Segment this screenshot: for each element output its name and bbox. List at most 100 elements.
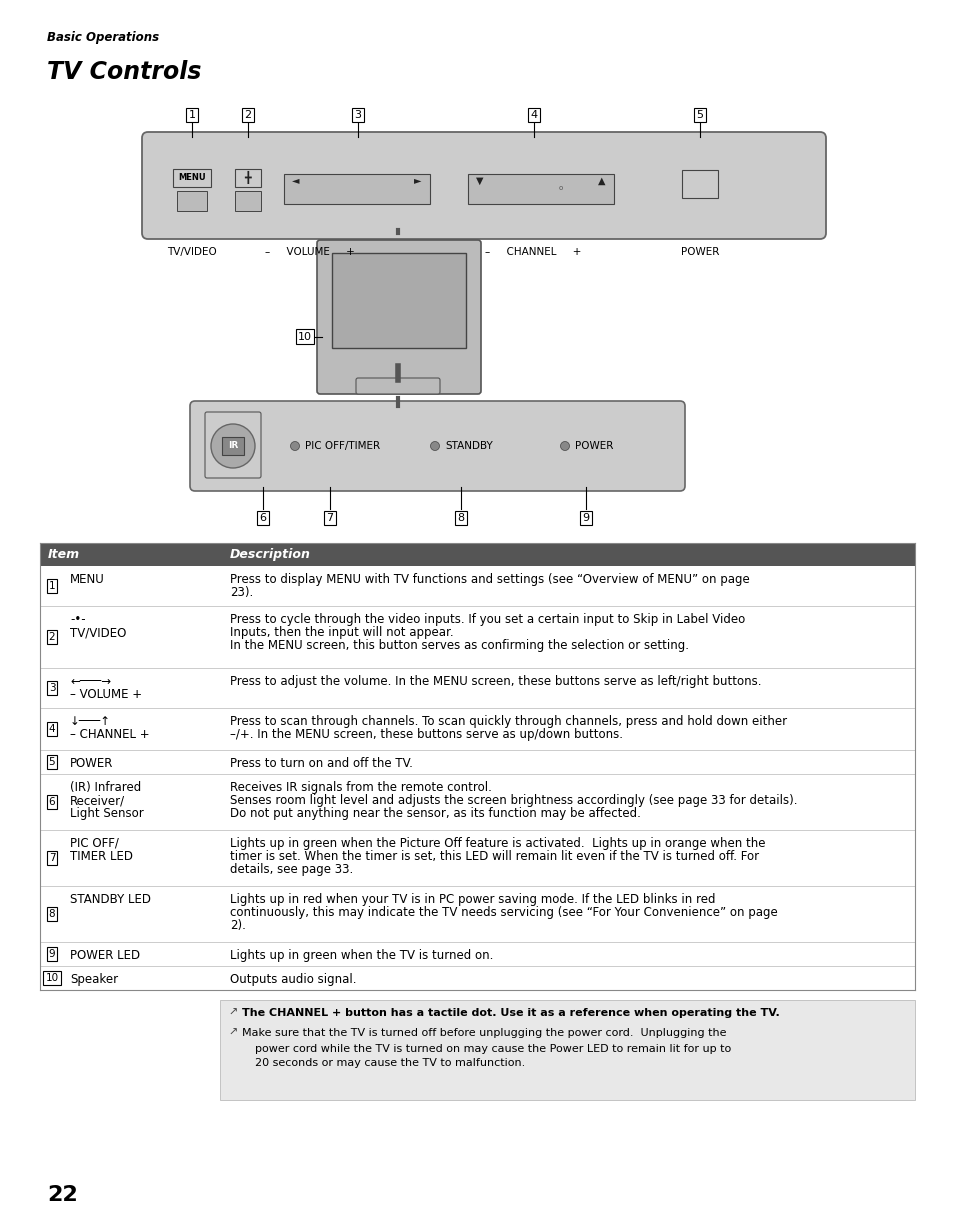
Text: 3: 3 xyxy=(355,110,361,120)
Text: 5: 5 xyxy=(696,110,702,120)
Text: Press to display MENU with TV functions and settings (see “Overview of MENU” on : Press to display MENU with TV functions … xyxy=(230,573,749,587)
Text: ►: ► xyxy=(414,175,421,185)
Text: 8: 8 xyxy=(49,909,55,919)
Text: 7: 7 xyxy=(326,513,334,523)
FancyBboxPatch shape xyxy=(681,169,718,198)
Text: 4: 4 xyxy=(49,724,55,734)
Text: POWER: POWER xyxy=(680,247,719,256)
Text: –     CHANNEL     +: – CHANNEL + xyxy=(484,247,580,256)
Text: The CHANNEL + button has a tactile dot. Use it as a reference when operating the: The CHANNEL + button has a tactile dot. … xyxy=(242,1009,779,1018)
Text: 6: 6 xyxy=(49,798,55,807)
Circle shape xyxy=(211,425,254,467)
Text: TIMER LED: TIMER LED xyxy=(70,850,132,863)
Text: ←───→: ←───→ xyxy=(70,675,111,688)
Text: Description: Description xyxy=(230,548,311,561)
Text: Speaker: Speaker xyxy=(70,973,118,987)
Text: TV Controls: TV Controls xyxy=(47,60,201,83)
Bar xyxy=(40,774,914,829)
Text: – VOLUME +: – VOLUME + xyxy=(70,688,142,701)
Bar xyxy=(40,886,914,942)
FancyBboxPatch shape xyxy=(234,168,261,187)
Text: PIC OFF/: PIC OFF/ xyxy=(70,837,119,850)
Text: 3: 3 xyxy=(49,683,55,693)
Bar xyxy=(468,173,614,204)
FancyBboxPatch shape xyxy=(190,401,684,491)
Text: (IR) Infrared: (IR) Infrared xyxy=(70,782,141,794)
Text: ◄: ◄ xyxy=(292,175,299,185)
Text: Outputs audio signal.: Outputs audio signal. xyxy=(230,973,356,987)
FancyBboxPatch shape xyxy=(205,412,261,479)
Text: POWER: POWER xyxy=(70,757,113,771)
Bar xyxy=(40,667,914,708)
Text: Press to cycle through the video inputs. If you set a certain input to Skip in L: Press to cycle through the video inputs.… xyxy=(230,614,744,626)
Text: timer is set. When the timer is set, this LED will remain lit even if the TV is : timer is set. When the timer is set, thi… xyxy=(230,850,759,863)
FancyBboxPatch shape xyxy=(172,168,211,187)
Text: 2: 2 xyxy=(244,110,252,120)
Text: 10: 10 xyxy=(297,331,312,341)
Text: 2).: 2). xyxy=(230,919,246,933)
Text: details, see page 33.: details, see page 33. xyxy=(230,863,353,876)
FancyBboxPatch shape xyxy=(142,133,825,239)
Bar xyxy=(220,1000,914,1099)
Text: Receiver/: Receiver/ xyxy=(70,794,125,807)
FancyBboxPatch shape xyxy=(222,437,244,455)
Text: 2: 2 xyxy=(49,632,55,642)
Text: Light Sensor: Light Sensor xyxy=(70,807,144,820)
Text: Basic Operations: Basic Operations xyxy=(47,32,159,44)
Circle shape xyxy=(560,442,569,450)
FancyBboxPatch shape xyxy=(316,240,480,394)
Text: 20 seconds or may cause the TV to malfunction.: 20 seconds or may cause the TV to malfun… xyxy=(254,1058,525,1067)
Text: ↗: ↗ xyxy=(228,1028,237,1038)
Text: Do not put anything near the sensor, as its function may be affected.: Do not put anything near the sensor, as … xyxy=(230,807,640,820)
Bar xyxy=(177,190,207,211)
Text: 1: 1 xyxy=(189,110,195,120)
Text: Press to turn on and off the TV.: Press to turn on and off the TV. xyxy=(230,757,413,771)
Text: Make sure that the TV is turned off before unplugging the power cord.  Unpluggin: Make sure that the TV is turned off befo… xyxy=(242,1028,726,1038)
Text: In the MENU screen, this button serves as confirming the selection or setting.: In the MENU screen, this button serves a… xyxy=(230,639,688,652)
Bar xyxy=(40,750,914,774)
Text: TV/VIDEO: TV/VIDEO xyxy=(70,626,126,639)
Text: 1: 1 xyxy=(49,582,55,591)
Bar xyxy=(234,190,261,211)
Text: 9: 9 xyxy=(582,513,589,523)
Text: Lights up in green when the TV is turned on.: Lights up in green when the TV is turned… xyxy=(230,948,493,962)
Circle shape xyxy=(430,442,439,450)
Text: –/+. In the MENU screen, these buttons serve as up/down buttons.: –/+. In the MENU screen, these buttons s… xyxy=(230,728,622,741)
Text: 7: 7 xyxy=(49,853,55,863)
Bar xyxy=(40,966,914,990)
Bar xyxy=(40,708,914,750)
Text: ↗: ↗ xyxy=(228,1009,237,1018)
Text: 23).: 23). xyxy=(230,587,253,599)
Text: Item: Item xyxy=(48,548,80,561)
Text: 6: 6 xyxy=(259,513,266,523)
Bar xyxy=(40,829,914,886)
Text: IR: IR xyxy=(228,442,238,450)
Bar xyxy=(40,942,914,966)
Text: TV/VIDEO: TV/VIDEO xyxy=(167,247,216,256)
Text: continuously, this may indicate the TV needs servicing (see “For Your Convenienc: continuously, this may indicate the TV n… xyxy=(230,906,777,919)
Text: MENU: MENU xyxy=(178,173,206,182)
Text: 5: 5 xyxy=(49,757,55,767)
Circle shape xyxy=(291,442,299,450)
Text: ▼: ▼ xyxy=(476,175,483,185)
Text: STANDBY LED: STANDBY LED xyxy=(70,893,151,906)
Bar xyxy=(40,566,914,606)
Text: 10: 10 xyxy=(46,973,58,983)
Text: -•-: -•- xyxy=(70,614,86,626)
Text: Inputs, then the input will not appear.: Inputs, then the input will not appear. xyxy=(230,626,453,639)
Text: Lights up in red when your TV is in PC power saving mode. If the LED blinks in r: Lights up in red when your TV is in PC p… xyxy=(230,893,715,906)
Text: POWER: POWER xyxy=(575,440,613,452)
Text: – CHANNEL +: – CHANNEL + xyxy=(70,728,150,741)
Text: o: o xyxy=(558,185,562,191)
Text: Lights up in green when the Picture Off feature is activated.  Lights up in oran: Lights up in green when the Picture Off … xyxy=(230,837,764,850)
Text: 8: 8 xyxy=(456,513,464,523)
Bar xyxy=(332,253,465,348)
Text: 22: 22 xyxy=(47,1185,77,1205)
Text: –     VOLUME     +: – VOLUME + xyxy=(265,247,355,256)
Text: MENU: MENU xyxy=(70,573,105,587)
Text: power cord while the TV is turned on may cause the Power LED to remain lit for u: power cord while the TV is turned on may… xyxy=(254,1044,731,1054)
FancyBboxPatch shape xyxy=(355,378,439,394)
Bar xyxy=(40,606,914,667)
Bar xyxy=(40,544,914,566)
Text: Receives IR signals from the remote control.: Receives IR signals from the remote cont… xyxy=(230,782,492,794)
